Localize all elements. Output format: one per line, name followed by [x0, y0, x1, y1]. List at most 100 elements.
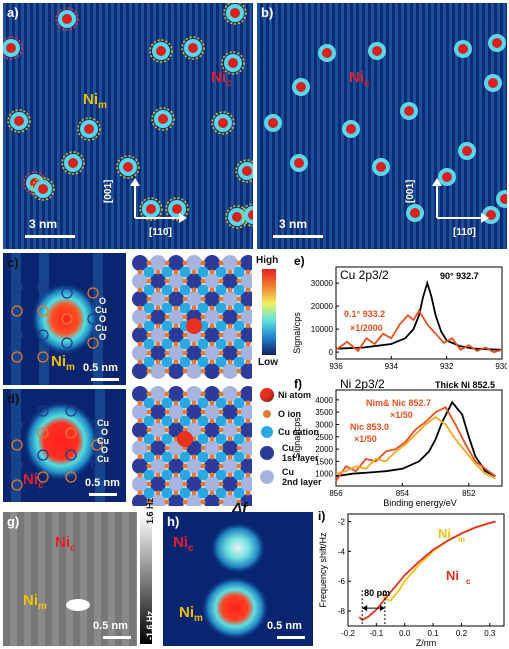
panel-g-scale-label: 0.5 nm: [93, 620, 128, 632]
chart-e-title: Cu 2p3/2: [340, 268, 389, 282]
chart-f-annotation-nic: Nic 853.0: [350, 422, 389, 432]
legend-cu-1st-label: Cu 1st layer: [282, 443, 319, 463]
chart-i-nic-sub: c: [466, 577, 471, 586]
panel-a-axis-arrows: [130, 178, 187, 223]
panel-h-scale-label: 0.5 nm: [267, 620, 302, 632]
chart-i-label: i): [318, 510, 325, 523]
panel-d-scale-bar: [89, 493, 117, 496]
x-tick-label: 932: [440, 362, 454, 371]
panel-d-ni-label: Nic: [23, 471, 44, 491]
legend-cu-cation-label: Cu cation: [278, 427, 320, 437]
chart-f-label: f): [294, 377, 302, 391]
chart-i-nim-label: Ni: [438, 526, 451, 541]
chart-frame: [347, 513, 505, 627]
panel-h-svg: [163, 512, 313, 646]
panel-d-crystal-model: [132, 386, 252, 506]
chart-e-label: e): [294, 255, 305, 268]
x-tick-label: 852: [462, 489, 476, 498]
panel-b-stm-image: b) Nic 3 nm [001] [110̄]: [257, 3, 507, 249]
panel-a-axis-vertical-label: [001]: [103, 179, 114, 203]
panel-g-colorbar: [140, 514, 152, 644]
x-tick-label: 856: [329, 489, 343, 498]
side-label-cu-3: Cu: [97, 454, 109, 464]
chart-f-title: Ni 2p3/2: [340, 377, 385, 391]
side-label-o-1: O: [99, 296, 107, 306]
legend-ni-atom-swatch: [260, 388, 274, 402]
legend-o-ion-label: O ion: [278, 409, 301, 419]
x-tick-label: 936: [329, 362, 343, 371]
panel-g-svg: [3, 512, 137, 646]
panel-g-ni-m-label: Nim: [23, 592, 47, 612]
panel-c-svg: [3, 253, 126, 385]
chart-i-nim-sub: m: [458, 535, 465, 544]
legend-cu-cation-swatch: [261, 426, 273, 438]
y-tick-label: -4: [338, 547, 346, 556]
y-tick-label: 2500: [315, 433, 333, 442]
chart-f-annotation-nim-nic: Nim& Nic 852.7: [366, 398, 431, 408]
crystal-ni-atom: [177, 431, 193, 447]
chart-f-annotation-scale1: ×1/50: [390, 410, 413, 420]
panel-h-label: h): [167, 514, 180, 529]
chart-f-xlabel: Binding energy/eV: [383, 498, 457, 508]
panel-d-label: d): [7, 391, 20, 406]
panel-a-ni-m-label: Nim: [83, 91, 107, 111]
panel-c-scale-label: 0.5 nm: [83, 362, 118, 374]
chart-i-ylabel: Frequency shift/Hz: [318, 532, 328, 608]
series-line: [335, 415, 496, 480]
chart-i-distance-label: 80 pm: [364, 588, 390, 598]
y-tick-label: 20000: [311, 302, 334, 311]
panel-g-afm-image: g) Nic Nim 0.5 nm: [3, 512, 137, 646]
panel-b-ni-c-label: Nic: [349, 69, 370, 89]
panel-a-label: a): [7, 5, 19, 20]
panel-g-scale-bar: [103, 636, 131, 639]
panel-d-scale-label: 0.5 nm: [85, 477, 120, 489]
panel-c-crystal-model: [132, 255, 252, 379]
legend-cu-2nd-swatch: [260, 470, 274, 484]
panel-h-scale-bar: [277, 636, 305, 639]
panel-g-ni-c-label: Nic: [55, 534, 76, 554]
panel-a-axis-horizontal-label: [110̄]: [149, 227, 172, 238]
side-label-cu-1: Cu: [97, 418, 109, 428]
y-tick-label: 0: [329, 348, 334, 357]
chart-i-nic-label: Ni: [446, 568, 459, 583]
side-label-cu-2: Cu: [95, 323, 107, 333]
panel-b-axis-arrows: [432, 178, 489, 223]
y-tick-label: -8: [338, 607, 346, 616]
atom-legend: Ni atom O ion Cu cation Cu 1st layer Cu 2n…: [256, 388, 322, 508]
panel-a-svg: [3, 3, 253, 249]
chart-e-annotation-scale: ×1/2000: [350, 323, 383, 333]
y-tick-label: -6: [338, 577, 346, 586]
panel-d-svg: [3, 389, 126, 502]
y-tick-label: 30000: [311, 279, 334, 288]
y-tick-label: 1000: [315, 470, 333, 479]
panel-g-colorbar-bottom: -1.6 Hz: [145, 610, 155, 640]
chart-e-cu-2p3: 0 10000 20000 30000 936 934 932 930 e) Cu 2p3/2 90…: [292, 255, 507, 371]
x-tick-label: -0.2: [341, 629, 355, 638]
panel-c-ni-label: Nim: [51, 353, 75, 373]
side-label-cu-1: Cu: [95, 305, 107, 315]
chart-e-ylabel: Signal/cps: [292, 312, 302, 354]
x-tick-label: 930: [495, 362, 507, 371]
panel-b-label: b): [261, 5, 274, 20]
side-label-o-3: O: [99, 332, 107, 342]
panel-d-afm-image: d) Cu O Cu O Cu Nic 0.5 nm: [3, 389, 126, 502]
x-tick-label: 0.3: [484, 629, 496, 638]
y-tick-label: 3000: [315, 420, 333, 429]
series-line: [358, 520, 496, 622]
legend-cu-1st-swatch: [260, 446, 274, 460]
chart-f-annotation-thick: Thick Ni 852.5: [435, 380, 495, 390]
panel-h-ni-c-label: Nic: [173, 534, 194, 554]
panel-b-scale-label: 3 nm: [279, 217, 308, 231]
y-tick-label: 1500: [315, 457, 333, 466]
chart-frame: [335, 389, 503, 487]
chart-i-xlabel: Z/nm: [416, 638, 437, 648]
y-tick-label: -2: [338, 517, 346, 526]
panel-c-label: c): [7, 255, 19, 270]
chart-f-ni-2p3: 1000 1500 2000 2500 3000 3500 4000 856 854 852 f) N…: [292, 377, 503, 508]
chart-f-annotation-scale2: ×1/50: [354, 434, 377, 444]
side-label-o-1: O: [101, 427, 109, 437]
panel-b-scale-bar: [273, 235, 323, 238]
side-label-cu-2: Cu: [97, 436, 109, 446]
panel-c-afm-image: c) O Cu O Cu O Nim 0.5 nm: [3, 253, 126, 385]
panel-b-axis-horizontal-label: [110̄]: [453, 227, 476, 238]
